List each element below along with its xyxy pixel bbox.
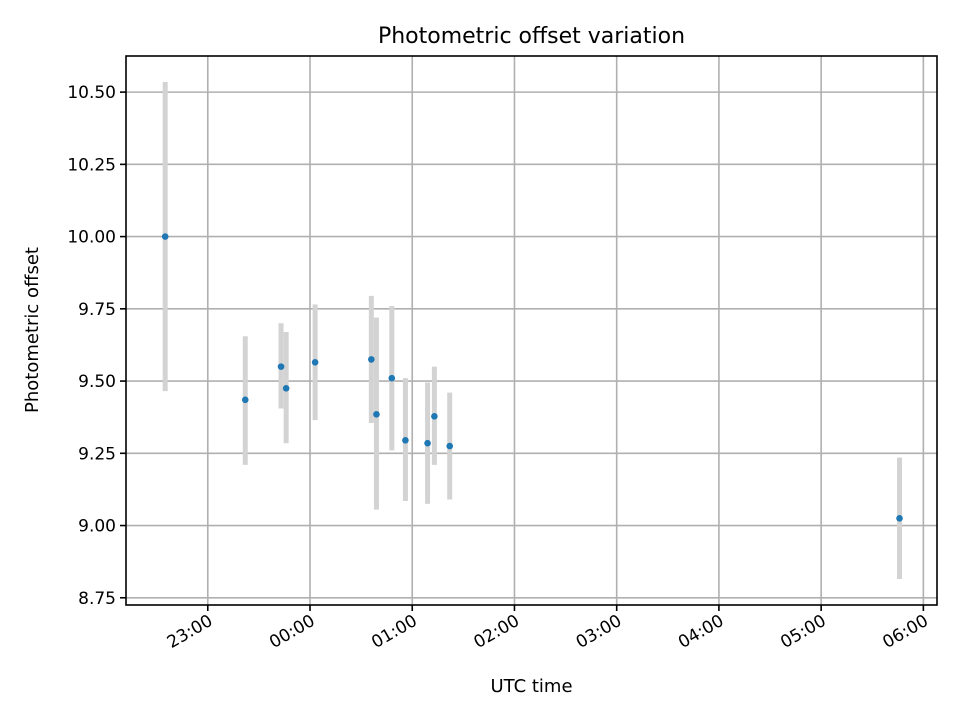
y-tick-label: 9.25 [78, 444, 116, 464]
y-tick-label: 9.75 [78, 300, 116, 320]
data-point [424, 439, 431, 447]
data-point [277, 363, 285, 370]
x-tick-label: 02:00 [471, 611, 523, 653]
data-points [161, 233, 903, 522]
data-point [311, 358, 319, 366]
x-axis-label: UTC time [490, 676, 572, 697]
x-axis-ticks: 23:00 00:00 01:00 02:00 03:00 04:00 05:00 06:00 [164, 605, 932, 653]
data-point [161, 233, 169, 240]
y-tick-label: 9.00 [78, 517, 116, 537]
data-point [282, 384, 290, 392]
data-point [446, 442, 454, 450]
data-point [402, 437, 409, 444]
x-tick-label: 00:00 [266, 611, 318, 653]
data-point [896, 515, 903, 522]
data-point [241, 396, 249, 404]
error-bars [162, 82, 903, 579]
y-tick-label: 10.00 [67, 228, 116, 248]
grid [126, 56, 937, 605]
chart-title: Photometric offset variation [378, 24, 685, 49]
x-tick-label: 01:00 [368, 611, 420, 653]
data-point [368, 356, 375, 363]
y-axis-label: Photometric offset [22, 247, 43, 413]
x-tick-label: 06:00 [879, 611, 931, 653]
y-tick-label: 8.75 [78, 589, 116, 609]
x-tick-label: 03:00 [573, 611, 625, 653]
data-point [431, 413, 438, 420]
x-tick-label: 05:00 [777, 611, 829, 653]
x-tick-label: 23:00 [164, 611, 216, 653]
x-tick-label: 04:00 [675, 611, 727, 653]
data-point [388, 374, 396, 382]
plot-frame [125, 55, 938, 606]
y-tick-label: 9.50 [78, 372, 116, 392]
y-tick-label: 10.25 [67, 155, 116, 175]
data-point [373, 410, 380, 418]
y-tick-label: 10.50 [67, 83, 116, 103]
y-axis-ticks: 8.75 9.00 9.25 9.50 9.75 10.00 10.25 10.50 [67, 83, 126, 609]
